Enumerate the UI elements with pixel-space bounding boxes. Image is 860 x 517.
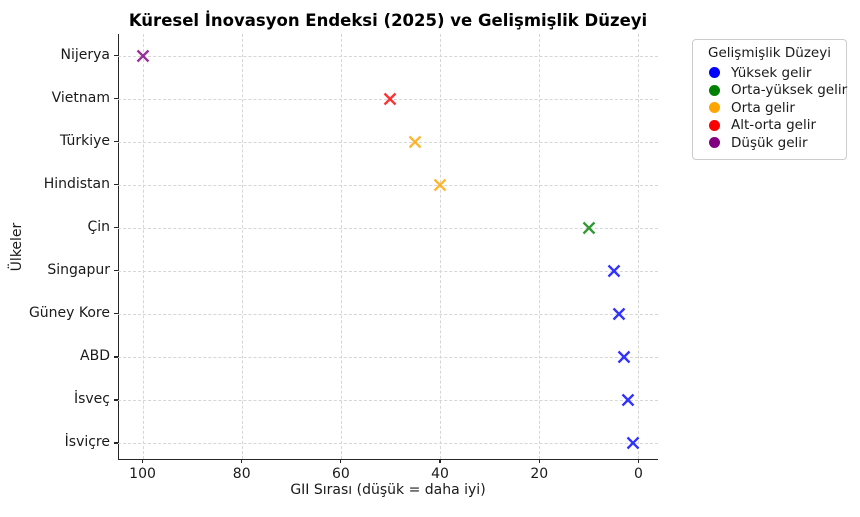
y-tick-mark bbox=[114, 313, 118, 315]
gridline-horizontal bbox=[118, 184, 658, 186]
legend-item: Yüksek gelir bbox=[702, 64, 837, 82]
plot-area: 100 80 60 40 20 0 Nijerya Vietnam Türkiye Hindist… bbox=[29, 34, 658, 482]
gridline-vertical bbox=[440, 34, 442, 459]
legend-swatch-circle-icon bbox=[709, 119, 720, 131]
data-point-x-marker bbox=[136, 49, 149, 63]
y-tick-label: Singapur bbox=[47, 261, 110, 278]
legend-swatch-circle-icon bbox=[709, 84, 720, 96]
legend-swatch-circle-icon bbox=[709, 102, 720, 114]
legend-item-label: Düşük gelir bbox=[731, 134, 808, 151]
legend-item: Düşük gelir bbox=[702, 134, 837, 152]
y-tick-label: Vietnam bbox=[51, 89, 110, 106]
x-tick-mark bbox=[241, 459, 243, 463]
gridline-vertical bbox=[340, 34, 342, 459]
y-tick-label: Çin bbox=[87, 218, 110, 235]
y-axis-label: Ülkeler bbox=[9, 222, 25, 272]
gridline-horizontal bbox=[118, 98, 658, 100]
y-tick-mark bbox=[114, 184, 118, 186]
y-tick-mark bbox=[114, 270, 118, 272]
gridline-horizontal bbox=[118, 443, 658, 444]
data-point-x-marker bbox=[627, 436, 640, 450]
gridline-horizontal bbox=[118, 313, 658, 315]
data-point-x-marker bbox=[612, 307, 625, 321]
y-tick-label: Güney Kore bbox=[28, 304, 110, 321]
y-tick-mark bbox=[114, 399, 118, 401]
y-tick-mark bbox=[114, 356, 118, 358]
gridline-vertical bbox=[638, 34, 640, 459]
x-tick-label: 0 bbox=[633, 466, 643, 482]
y-tick-mark bbox=[114, 442, 118, 444]
legend-item: Orta gelir bbox=[702, 99, 837, 117]
x-tick-label: 20 bbox=[530, 466, 549, 482]
x-tick-mark bbox=[439, 459, 441, 463]
y-tick-mark bbox=[114, 141, 118, 143]
gridline-horizontal bbox=[118, 55, 658, 57]
x-tick-label: 40 bbox=[431, 466, 449, 482]
gridline-horizontal bbox=[118, 399, 658, 401]
x-tick-label: 80 bbox=[232, 466, 251, 482]
x-tick-mark bbox=[538, 459, 540, 463]
y-tick-label: İsveç bbox=[73, 390, 110, 407]
data-point-x-marker bbox=[617, 350, 630, 364]
gridline-horizontal bbox=[118, 270, 658, 272]
y-tick-mark bbox=[114, 55, 118, 57]
gridline-horizontal bbox=[118, 227, 658, 229]
y-tick-label: ABD bbox=[80, 347, 110, 364]
gridline-vertical bbox=[142, 34, 144, 459]
legend: Gelişmişlik Düzeyi Yüksek gelir Orta-yüks… bbox=[692, 39, 847, 160]
data-point-x-marker bbox=[622, 393, 635, 407]
data-point-x-marker bbox=[384, 92, 397, 106]
legend-items: Yüksek gelir Orta-yüksek gelir Orta gelir A… bbox=[702, 64, 847, 152]
legend-item: Alt-orta gelir bbox=[702, 117, 837, 135]
x-tick-mark bbox=[141, 459, 144, 463]
x-axis-spine bbox=[118, 458, 658, 460]
data-point-x-marker bbox=[408, 135, 422, 149]
data-point-x-marker bbox=[607, 264, 620, 278]
gridline-vertical bbox=[539, 34, 541, 459]
legend-title: Gelişmişlik Düzeyi bbox=[708, 45, 831, 61]
x-tick-mark bbox=[637, 459, 639, 463]
chart-title: Küresel İnovasyon Endeksi (2025) ve Geli… bbox=[128, 11, 648, 30]
legend-item-label: Yüksek gelir bbox=[731, 64, 812, 81]
legend-item-label: Orta-yüksek gelir bbox=[731, 82, 848, 99]
gridline-horizontal bbox=[118, 356, 658, 358]
gridline-horizontal bbox=[118, 141, 658, 143]
x-tick-mark bbox=[340, 459, 342, 463]
x-tick-label: 60 bbox=[331, 466, 350, 482]
y-tick-mark bbox=[114, 98, 118, 100]
legend-item-label: Alt-orta gelir bbox=[731, 117, 816, 134]
x-tick-label: 100 bbox=[129, 466, 156, 482]
y-tick-label: Türkiye bbox=[59, 132, 110, 149]
legend-swatch-circle-icon bbox=[709, 137, 720, 149]
data-point-x-marker bbox=[582, 221, 596, 235]
y-axis-spine bbox=[118, 34, 120, 459]
legend-item-label: Orta gelir bbox=[731, 99, 795, 116]
y-tick-label: Hindistan bbox=[43, 175, 110, 192]
y-tick-label: İsviçre bbox=[64, 434, 110, 450]
legend-swatch-circle-icon bbox=[709, 67, 720, 79]
y-tick-label: Nijerya bbox=[60, 46, 111, 63]
gridline-vertical bbox=[241, 34, 243, 459]
x-axis-label: GII Sırası (düşük = daha iyi) bbox=[290, 482, 486, 498]
y-tick-mark bbox=[114, 227, 118, 229]
legend-item: Orta-yüksek gelir bbox=[702, 82, 847, 100]
data-point-x-marker bbox=[433, 178, 447, 192]
